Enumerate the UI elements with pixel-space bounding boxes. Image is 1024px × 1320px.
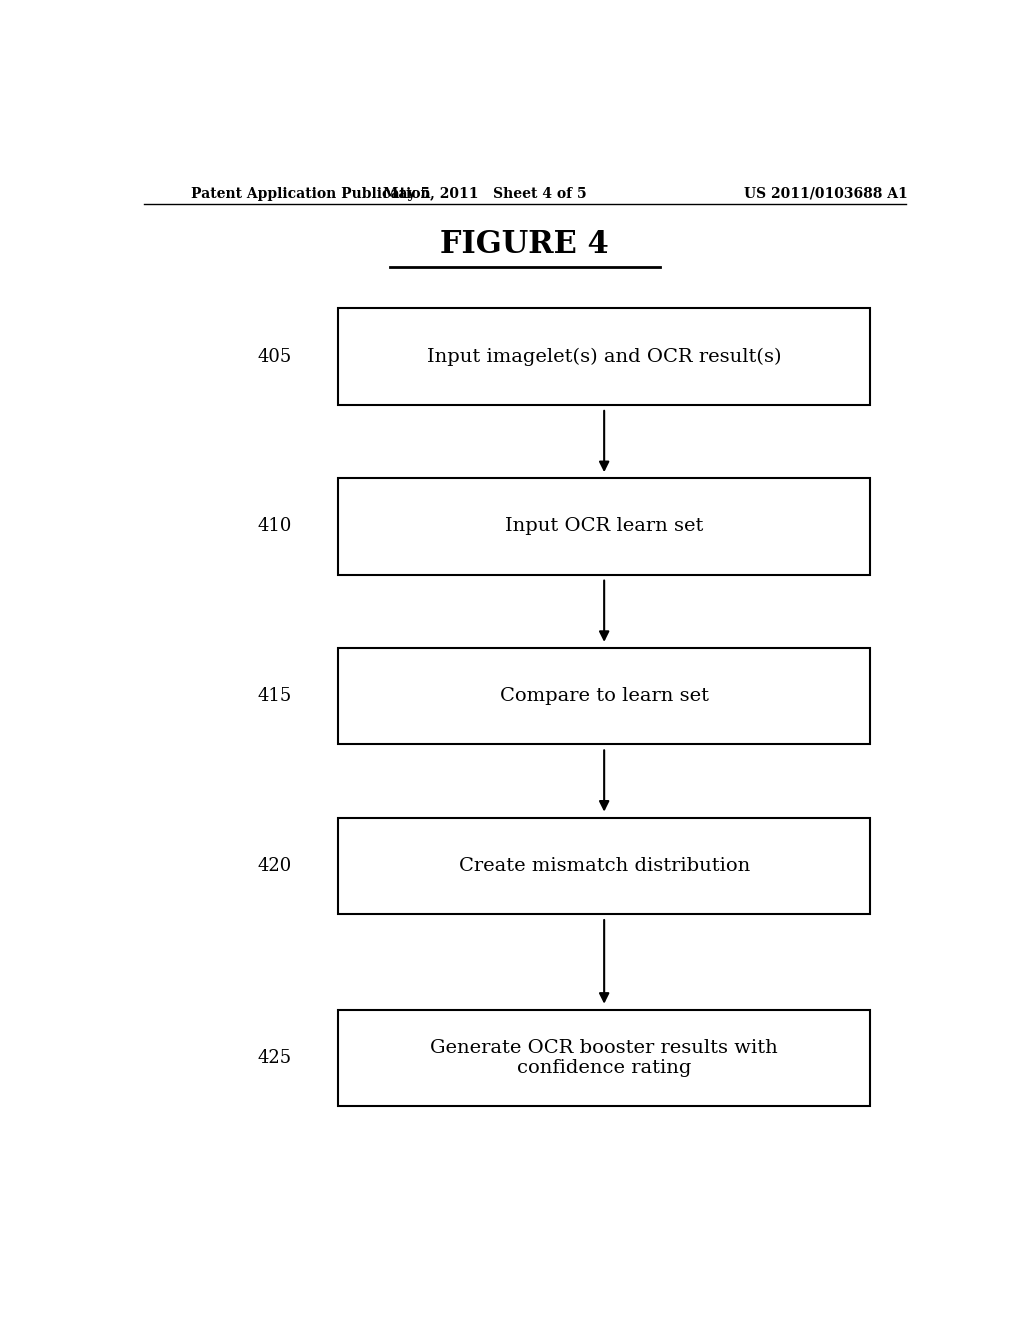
Bar: [338, 648, 870, 744]
Bar: [338, 817, 870, 913]
Text: FIGURE 4: FIGURE 4: [440, 230, 609, 260]
Text: Generate OCR booster results with
confidence rating: Generate OCR booster results with confid…: [430, 1039, 778, 1077]
Text: Create mismatch distribution: Create mismatch distribution: [459, 857, 750, 875]
Text: Input OCR learn set: Input OCR learn set: [505, 517, 703, 536]
Text: 425: 425: [258, 1049, 292, 1067]
Text: Input imagelet(s) and OCR result(s): Input imagelet(s) and OCR result(s): [427, 347, 781, 366]
Text: 410: 410: [258, 517, 292, 536]
Text: US 2011/0103688 A1: US 2011/0103688 A1: [744, 187, 908, 201]
Text: 415: 415: [258, 688, 292, 705]
Text: Patent Application Publication: Patent Application Publication: [191, 187, 431, 201]
Text: 420: 420: [258, 857, 292, 875]
Bar: [338, 309, 870, 405]
Text: 405: 405: [258, 347, 292, 366]
Bar: [338, 478, 870, 574]
Text: Compare to learn set: Compare to learn set: [500, 688, 709, 705]
Text: May 5, 2011   Sheet 4 of 5: May 5, 2011 Sheet 4 of 5: [383, 187, 587, 201]
Bar: [338, 1010, 870, 1106]
